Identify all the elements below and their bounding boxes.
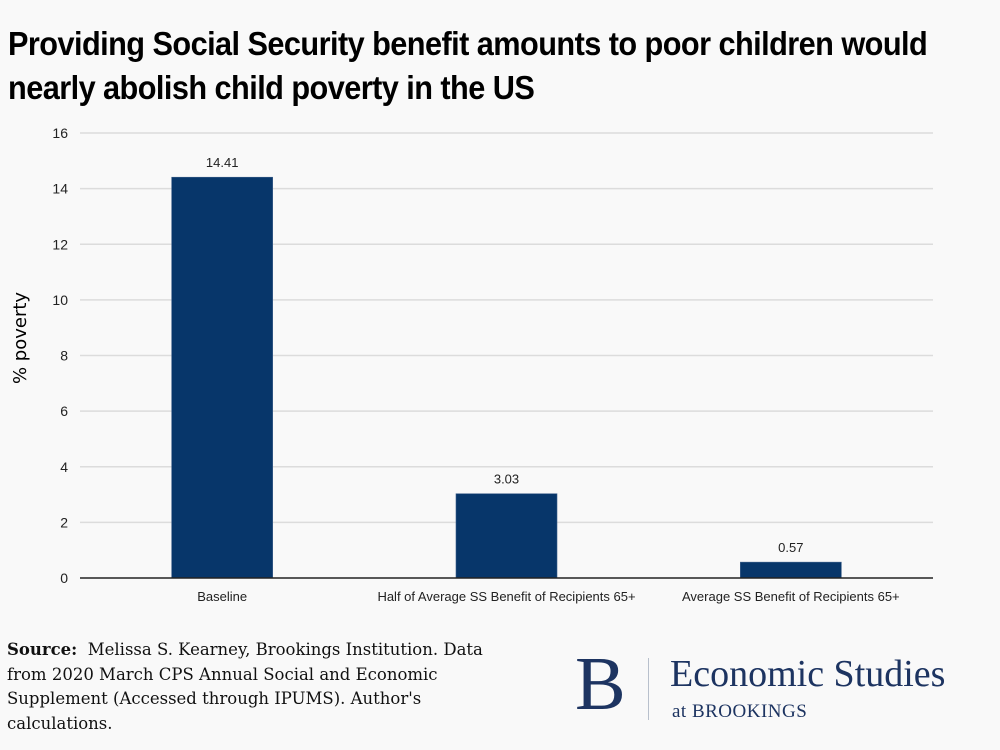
y-tick-label: 4 bbox=[60, 459, 68, 475]
data-label: 0.57 bbox=[778, 540, 803, 555]
logo-letter: B bbox=[575, 642, 626, 726]
y-tick-label: 8 bbox=[60, 348, 68, 364]
logo-divider bbox=[648, 658, 649, 720]
x-axis-categories: Baseline Half of Average SS Benefit of Re… bbox=[197, 589, 899, 604]
y-tick-label: 16 bbox=[52, 125, 68, 141]
y-tick-label: 6 bbox=[60, 403, 68, 419]
x-tick-label: Average SS Benefit of Recipients 65+ bbox=[682, 589, 900, 604]
y-axis-ticks: 0 2 4 6 8 10 12 14 16 bbox=[52, 125, 68, 586]
bar-chart: 0 2 4 6 8 10 12 14 16 14.41 3.03 0.57 Baseline Half… bbox=[10, 125, 933, 604]
x-tick-label: Baseline bbox=[197, 589, 247, 604]
chart-title: Providing Social Security benefit amount… bbox=[8, 25, 928, 106]
brookings-logo: B Economic Studies at BROOKINGS bbox=[575, 644, 995, 730]
y-tick-label: 0 bbox=[60, 570, 68, 586]
data-label: 3.03 bbox=[494, 472, 519, 487]
source-label: Source: bbox=[7, 640, 78, 659]
bar bbox=[740, 561, 842, 579]
data-label: 14.41 bbox=[206, 155, 239, 170]
source-note: Source: Melissa S. Kearney, Brookings In… bbox=[7, 638, 527, 736]
y-tick-label: 2 bbox=[60, 514, 68, 530]
source-text: Melissa S. Kearney, Brookings Institutio… bbox=[7, 640, 483, 733]
y-tick-label: 12 bbox=[52, 236, 68, 252]
logo-main-text: Economic Studies bbox=[670, 653, 946, 695]
data-labels: 14.41 3.03 0.57 bbox=[206, 155, 804, 555]
bar bbox=[455, 493, 558, 579]
logo-sub-text: at BROOKINGS bbox=[672, 701, 808, 722]
y-axis-label: % poverty bbox=[10, 292, 31, 384]
bars bbox=[171, 176, 842, 579]
y-tick-label: 10 bbox=[52, 292, 68, 308]
y-tick-label: 14 bbox=[52, 181, 68, 197]
x-tick-label: Half of Average SS Benefit of Recipients… bbox=[377, 589, 635, 604]
bar bbox=[171, 176, 273, 579]
